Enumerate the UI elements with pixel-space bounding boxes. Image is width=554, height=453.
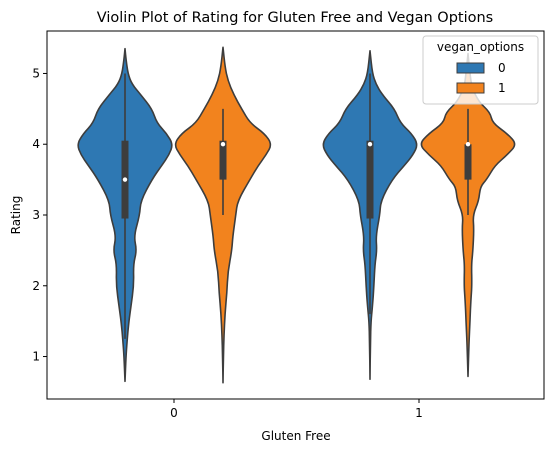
x-tick-label: 0 (170, 406, 178, 420)
legend-entry-label: 1 (498, 81, 506, 95)
violin-median-dot (367, 142, 373, 147)
legend-entry-label: 0 (498, 61, 506, 75)
x-axis-label: Gluten Free (261, 429, 330, 443)
plot-area (77, 46, 516, 384)
violin-iqr-box (464, 144, 472, 180)
y-tick-label: 2 (32, 279, 40, 293)
violin-median-dot (465, 142, 471, 147)
legend-swatch (456, 62, 485, 74)
violin-median-dot (122, 177, 128, 182)
violin-body (174, 46, 272, 384)
violin-iqr-box (366, 140, 374, 219)
x-tick-label: 1 (415, 406, 423, 420)
legend-swatch (456, 82, 485, 94)
y-tick-label: 5 (32, 66, 40, 80)
legend: vegan_options 0 1 (422, 35, 539, 105)
chart-title: Violin Plot of Rating for Gluten Free an… (97, 10, 493, 26)
y-tick-label: 3 (32, 208, 40, 222)
y-axis: 1 2 3 4 5 (32, 66, 47, 364)
y-tick-label: 4 (32, 137, 40, 151)
y-tick-label: 1 (32, 350, 40, 364)
violin-median-dot (220, 142, 226, 147)
legend-title: vegan_options (437, 40, 524, 54)
y-axis-label: Rating (9, 196, 23, 235)
violin-iqr-box (219, 140, 227, 180)
